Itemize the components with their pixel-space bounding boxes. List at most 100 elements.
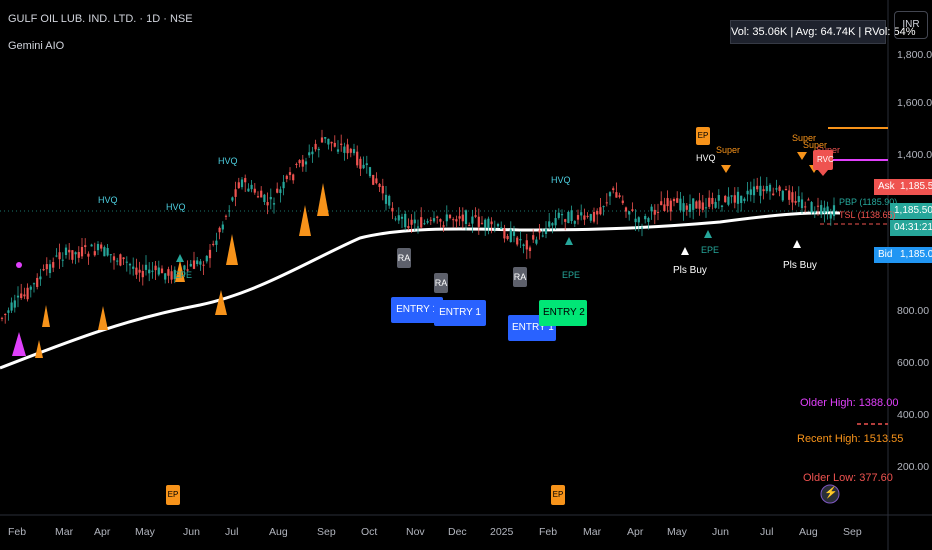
candle-body bbox=[605, 202, 608, 204]
candle-body bbox=[612, 188, 615, 191]
hvq-label: HVQ bbox=[166, 202, 186, 212]
candle-body bbox=[154, 265, 157, 271]
candle-body bbox=[189, 263, 192, 267]
orange-triangle bbox=[98, 306, 108, 330]
candle-body bbox=[672, 198, 676, 202]
super-label: Super bbox=[792, 133, 817, 143]
price-axis-label: 800.00 bbox=[897, 305, 930, 317]
candle-body bbox=[221, 224, 224, 230]
candle-body bbox=[781, 190, 784, 201]
ra-marker: RA bbox=[513, 267, 527, 287]
candle-body bbox=[586, 215, 589, 217]
candle-body bbox=[829, 213, 832, 219]
candle-body bbox=[791, 192, 794, 203]
candle-body bbox=[74, 252, 77, 255]
candle-body bbox=[20, 293, 23, 299]
candle-body bbox=[797, 196, 800, 203]
candle-body bbox=[538, 230, 541, 233]
x-axis-label: Sep bbox=[843, 526, 862, 538]
x-axis-label: Feb bbox=[8, 526, 27, 538]
candle-body bbox=[413, 219, 416, 224]
candle-body bbox=[528, 247, 532, 252]
candle-body bbox=[615, 192, 618, 198]
candle-body bbox=[477, 216, 480, 227]
candle-body bbox=[205, 255, 208, 262]
pls-buy-triangle bbox=[681, 247, 689, 255]
candle-body bbox=[231, 197, 234, 201]
candle-body bbox=[87, 253, 90, 257]
epe-label: EPE bbox=[562, 270, 581, 280]
candle-body bbox=[599, 207, 602, 215]
candle-body bbox=[397, 215, 400, 221]
orange-triangle bbox=[35, 340, 43, 358]
candle-body bbox=[256, 196, 260, 198]
candle-body bbox=[592, 212, 596, 222]
candle-body bbox=[541, 235, 544, 237]
candle-body bbox=[304, 161, 308, 165]
x-axis-label: Sep bbox=[317, 526, 336, 538]
candle-body bbox=[362, 164, 365, 169]
candle-body bbox=[634, 218, 637, 223]
candle-body bbox=[388, 195, 391, 206]
candle-body bbox=[170, 271, 173, 280]
price-axis-label: 200.00 bbox=[897, 461, 930, 473]
candle-body bbox=[400, 216, 404, 219]
price-axis-label: 1,400.00 bbox=[897, 149, 932, 161]
candle-body bbox=[727, 196, 730, 205]
candle-body bbox=[516, 237, 519, 245]
epe-triangle bbox=[565, 237, 573, 245]
candle-body bbox=[71, 250, 74, 260]
candle-body bbox=[253, 188, 256, 193]
candle-body bbox=[298, 160, 301, 164]
candle-body bbox=[365, 163, 368, 166]
candle-body bbox=[679, 198, 682, 211]
candle-body bbox=[525, 240, 528, 250]
candle-body bbox=[733, 195, 736, 203]
orange-triangle bbox=[215, 290, 227, 315]
currency-button[interactable]: INR bbox=[894, 11, 928, 39]
epe-label: EPE bbox=[174, 270, 193, 280]
ask-value: 1,185.50 bbox=[896, 179, 932, 195]
price-axis-label: 600.00 bbox=[897, 357, 930, 369]
candle-body bbox=[816, 205, 820, 207]
candle-body bbox=[631, 209, 634, 211]
candle-body bbox=[186, 269, 189, 271]
candle-body bbox=[135, 267, 138, 275]
candle-body bbox=[682, 203, 685, 212]
candle-body bbox=[196, 260, 199, 265]
x-axis-label: Jun bbox=[183, 526, 200, 538]
candle-body bbox=[128, 263, 132, 266]
candle-body bbox=[23, 294, 26, 297]
candle-body bbox=[192, 260, 196, 269]
candle-body bbox=[39, 276, 42, 280]
lightning-icon[interactable]: ⚡ bbox=[824, 487, 838, 499]
candle-body bbox=[116, 260, 119, 262]
super-label: Super bbox=[816, 145, 841, 155]
candle-body bbox=[663, 204, 666, 211]
candle-body bbox=[368, 167, 372, 177]
indicator-name[interactable]: Gemini AIO bbox=[8, 40, 65, 52]
super-triangle bbox=[721, 165, 731, 173]
candle-body bbox=[749, 189, 752, 195]
candle-body bbox=[618, 195, 621, 198]
candle-body bbox=[701, 202, 704, 210]
candle-body bbox=[212, 243, 215, 245]
candle-body bbox=[250, 184, 253, 190]
candle-body bbox=[112, 256, 116, 261]
x-axis-label: Aug bbox=[269, 526, 288, 538]
pls-buy-label: Pls Buy bbox=[783, 260, 817, 271]
candle-body bbox=[717, 195, 720, 201]
candle-body bbox=[804, 206, 807, 208]
candle-body bbox=[628, 211, 631, 215]
candle-body bbox=[557, 212, 560, 218]
candle-body bbox=[423, 223, 426, 225]
candle-body bbox=[765, 186, 768, 192]
older-low-label: Older Low: 377.60 bbox=[803, 472, 893, 484]
candle-body bbox=[244, 178, 247, 183]
candle-body bbox=[487, 218, 490, 229]
price-axis-label: 400.00 bbox=[897, 409, 930, 421]
candle-body bbox=[580, 212, 583, 216]
candle-body bbox=[813, 211, 816, 213]
pls-buy-label: Pls Buy bbox=[673, 265, 707, 276]
